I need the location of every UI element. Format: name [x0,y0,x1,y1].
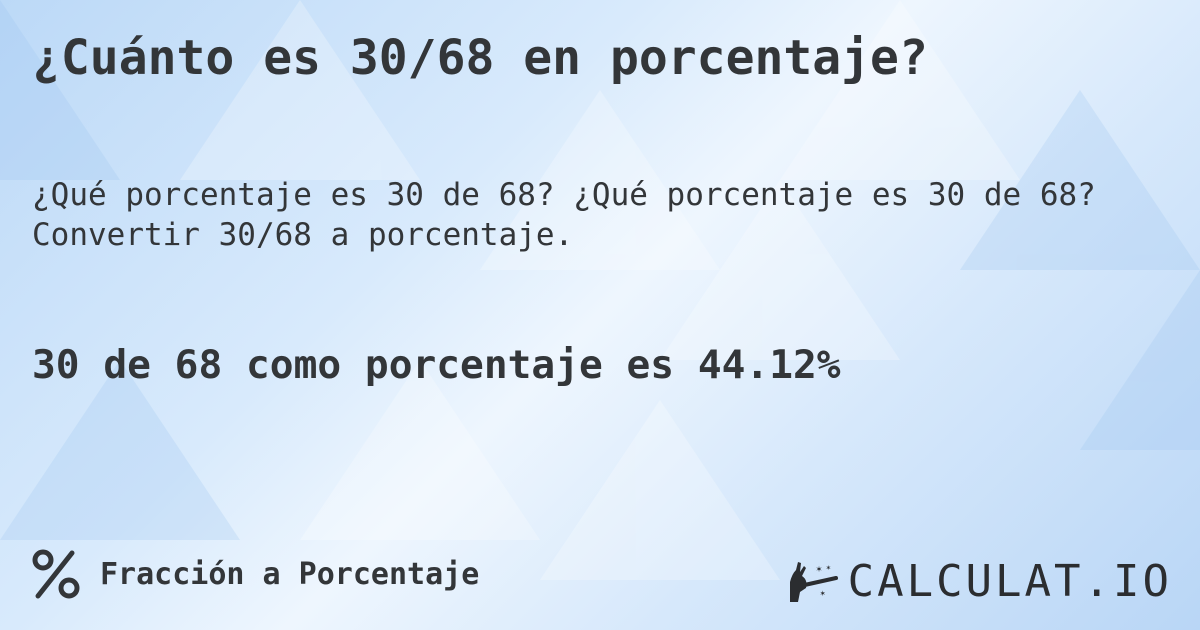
svg-text:✶: ✶ [826,563,831,572]
page-title: ¿Cuánto es 30/68 en porcentaje? [32,30,928,86]
result-text: 30 de 68 como porcentaje es 44.12% [32,342,841,388]
svg-text:✶: ✶ [820,589,826,599]
magic-hand-wand-icon: ✶ ✶ ✶ [789,561,838,602]
logo-text: CALCULAT.IO [847,556,1172,607]
description: ¿Qué porcentaje es 30 de 68? ¿Qué porcen… [32,177,1096,253]
svg-text:✶: ✶ [816,564,822,575]
category-label: Fracción a Porcentaje [100,556,480,592]
category-link[interactable]: Fracción a Porcentaje [30,548,479,600]
percent-icon [32,549,80,599]
calculat-io-logo[interactable]: ✶ ✶ ✶ CALCULAT.IO [786,556,1172,607]
